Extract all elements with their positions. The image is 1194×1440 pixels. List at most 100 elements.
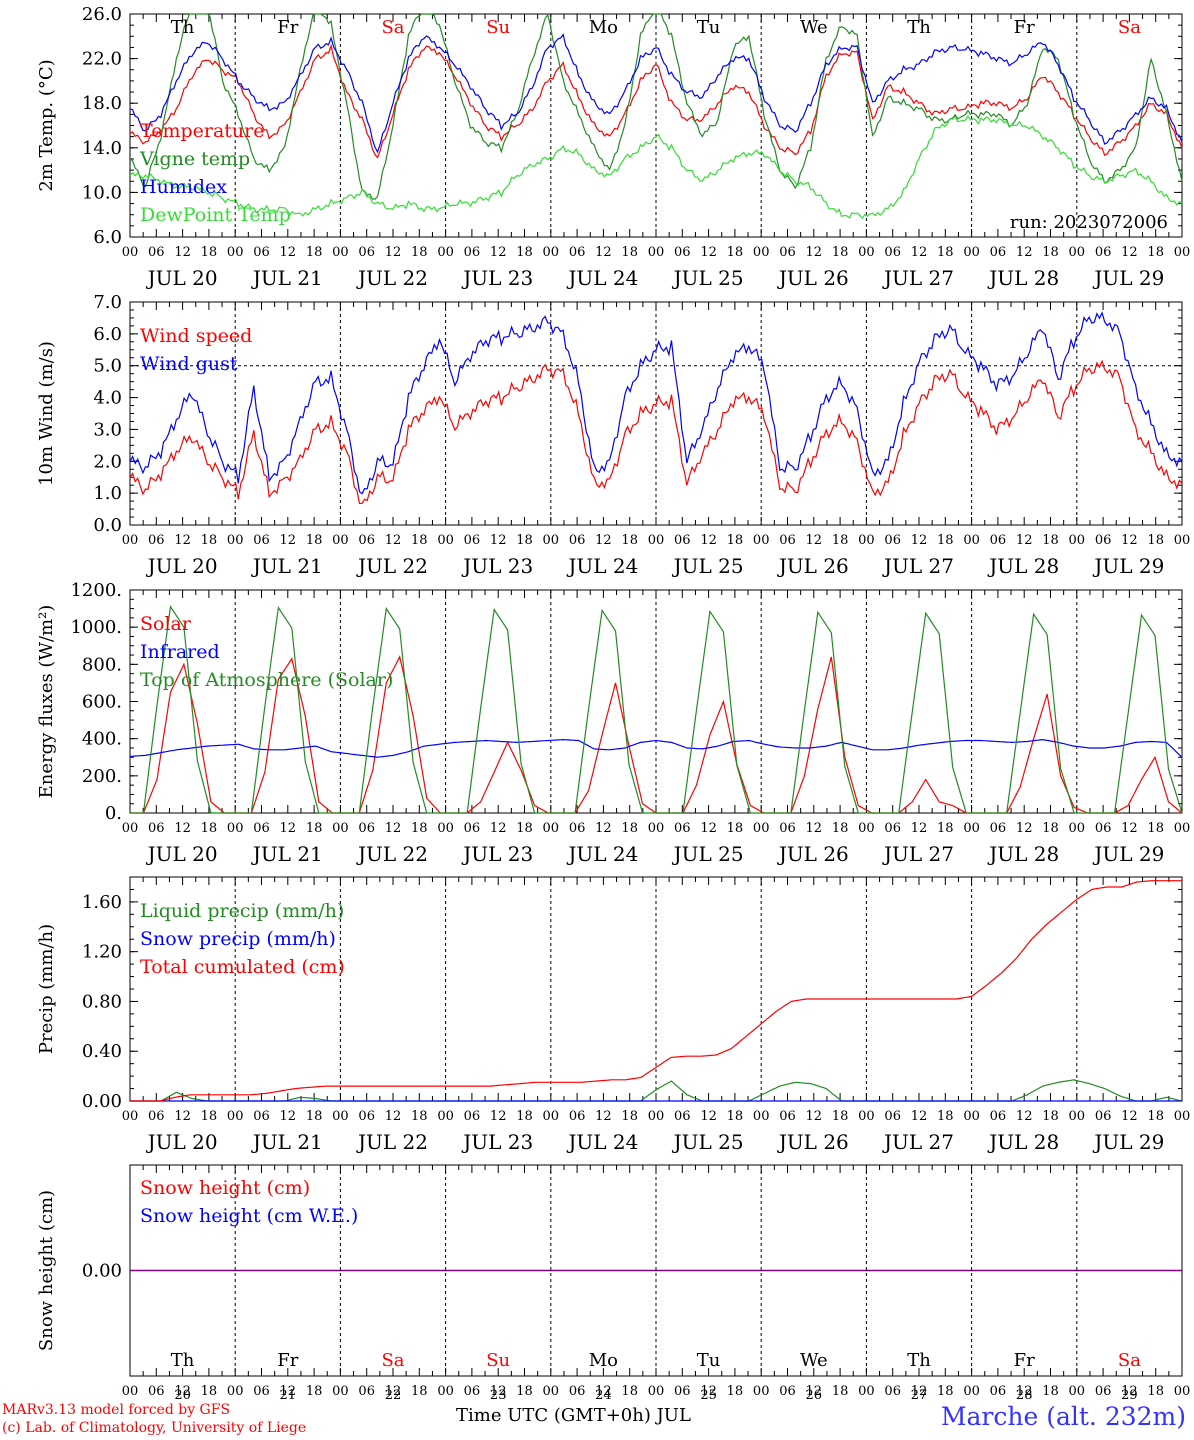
weekday-label: Tu bbox=[697, 1350, 721, 1371]
hour-tick-label: 12 bbox=[490, 245, 507, 260]
hour-tick-label: 12 bbox=[174, 1109, 191, 1124]
hour-tick-label: 12 bbox=[595, 821, 612, 836]
lab-credit: (c) Lab. of Climatology, University of L… bbox=[2, 1420, 307, 1436]
day-number-label: 26 bbox=[806, 1388, 823, 1403]
hour-tick-label: 18 bbox=[516, 1109, 533, 1124]
hour-tick-label: 00 bbox=[227, 533, 244, 548]
legend-entry: Vigne temp bbox=[139, 148, 250, 170]
hour-tick-label: 12 bbox=[385, 1109, 402, 1124]
hour-tick-label: 06 bbox=[884, 1109, 901, 1124]
y-tick-label: 2.0 bbox=[93, 451, 122, 472]
hour-tick-label: 12 bbox=[1121, 1384, 1138, 1399]
hour-tick-label: 18 bbox=[1042, 1384, 1059, 1399]
hour-tick-label: 12 bbox=[1016, 1109, 1033, 1124]
y-tick-label: 0. bbox=[105, 803, 122, 824]
hour-tick-label: 12 bbox=[280, 245, 297, 260]
y-axis-label: 10m Wind (m/s) bbox=[36, 341, 57, 486]
hour-tick-label: 06 bbox=[990, 821, 1007, 836]
hour-tick-label: 12 bbox=[700, 533, 717, 548]
hour-tick-label: 12 bbox=[595, 533, 612, 548]
hour-tick-label: 06 bbox=[358, 1384, 375, 1399]
y-tick-label: 1.60 bbox=[82, 892, 122, 913]
hour-tick-label: 12 bbox=[911, 245, 928, 260]
hour-tick-label: 06 bbox=[358, 821, 375, 836]
y-tick-label: 0.80 bbox=[82, 991, 122, 1012]
hour-tick-label: 06 bbox=[779, 1109, 796, 1124]
hour-tick-label: 06 bbox=[253, 1109, 270, 1124]
hour-tick-label: 06 bbox=[569, 245, 586, 260]
y-tick-label: 3.0 bbox=[93, 419, 122, 440]
hour-tick-label: 18 bbox=[306, 821, 323, 836]
hour-tick-label: 00 bbox=[122, 1109, 139, 1124]
hour-tick-label: 06 bbox=[464, 821, 481, 836]
hour-tick-label: 00 bbox=[227, 821, 244, 836]
y-tick-label: 600. bbox=[82, 692, 122, 713]
y-tick-label: 400. bbox=[82, 729, 122, 750]
series-line-infrared bbox=[129, 738, 1183, 758]
hour-tick-label: 00 bbox=[122, 533, 139, 548]
hour-tick-label: 12 bbox=[700, 1384, 717, 1399]
hour-tick-label: 00 bbox=[858, 1109, 875, 1124]
day-number-label: 22 bbox=[385, 1388, 402, 1403]
date-label: JUL 21 bbox=[251, 842, 323, 866]
hour-tick-label: 12 bbox=[385, 533, 402, 548]
hour-tick-label: 00 bbox=[543, 533, 560, 548]
legend-entry: Snow height (cm) bbox=[140, 1177, 310, 1199]
y-axis-label: Energy fluxes (W/m²) bbox=[36, 605, 57, 799]
hour-tick-label: 12 bbox=[911, 533, 928, 548]
date-label: JUL 20 bbox=[146, 266, 218, 290]
hour-tick-label: 00 bbox=[1174, 821, 1191, 836]
date-label: JUL 26 bbox=[777, 266, 849, 290]
y-tick-label: 6.0 bbox=[93, 324, 122, 345]
date-label: JUL 29 bbox=[1092, 554, 1164, 578]
hour-tick-label: 00 bbox=[858, 821, 875, 836]
hour-tick-label: 06 bbox=[884, 533, 901, 548]
hour-tick-label: 06 bbox=[148, 533, 165, 548]
hour-tick-label: 18 bbox=[1147, 821, 1164, 836]
weekday-label: Fr bbox=[277, 17, 298, 38]
hour-tick-label: 18 bbox=[411, 1109, 428, 1124]
hour-tick-label: 06 bbox=[779, 533, 796, 548]
hour-tick-label: 18 bbox=[516, 533, 533, 548]
hour-tick-label: 06 bbox=[674, 821, 691, 836]
hour-tick-label: 12 bbox=[911, 1109, 928, 1124]
y-tick-label: 0.00 bbox=[82, 1091, 122, 1112]
hour-tick-label: 18 bbox=[306, 245, 323, 260]
hour-tick-label: 06 bbox=[990, 1109, 1007, 1124]
hour-tick-label: 00 bbox=[858, 245, 875, 260]
hour-tick-label: 18 bbox=[727, 245, 744, 260]
weekday-label: Fr bbox=[1014, 1350, 1035, 1371]
hour-tick-label: 12 bbox=[1016, 1384, 1033, 1399]
y-tick-label: 6.0 bbox=[93, 227, 122, 248]
date-label: JUL 29 bbox=[1092, 1130, 1164, 1154]
hour-tick-label: 18 bbox=[306, 533, 323, 548]
hour-tick-label: 06 bbox=[990, 1384, 1007, 1399]
hour-tick-label: 00 bbox=[858, 533, 875, 548]
weekday-label: Mo bbox=[589, 17, 618, 38]
date-label: JUL 22 bbox=[356, 842, 428, 866]
hour-tick-label: 00 bbox=[1069, 1109, 1086, 1124]
hour-tick-label: 18 bbox=[832, 1109, 849, 1124]
hour-tick-label: 06 bbox=[1095, 1109, 1112, 1124]
hour-tick-label: 00 bbox=[437, 1384, 454, 1399]
y-tick-label: 1.20 bbox=[82, 942, 122, 963]
hour-tick-label: 00 bbox=[1174, 245, 1191, 260]
y-tick-label: 7.0 bbox=[93, 292, 122, 313]
run-label: run: 2023072006 bbox=[1010, 212, 1168, 233]
hour-tick-label: 12 bbox=[280, 533, 297, 548]
hour-tick-label: 00 bbox=[543, 1109, 560, 1124]
hour-tick-label: 00 bbox=[1069, 533, 1086, 548]
hour-tick-label: 18 bbox=[411, 533, 428, 548]
weekday-label: Sa bbox=[381, 1350, 404, 1371]
weekday-label: We bbox=[800, 1350, 828, 1371]
weekday-label: Sa bbox=[381, 17, 404, 38]
date-label: JUL 25 bbox=[672, 842, 744, 866]
hour-tick-label: 18 bbox=[201, 1109, 218, 1124]
hour-tick-label: 00 bbox=[753, 245, 770, 260]
hour-tick-label: 12 bbox=[700, 245, 717, 260]
hour-tick-label: 06 bbox=[884, 245, 901, 260]
hour-tick-label: 06 bbox=[253, 245, 270, 260]
y-axis-label: 2m Temp. (°C) bbox=[36, 59, 57, 191]
model-credit: MARv3.13 model forced by GFS bbox=[2, 1402, 231, 1418]
hour-tick-label: 00 bbox=[963, 245, 980, 260]
